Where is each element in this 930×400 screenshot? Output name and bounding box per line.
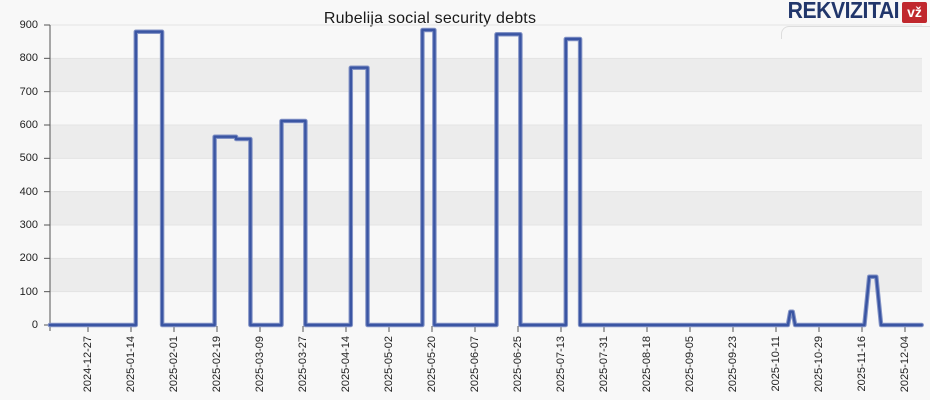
chart-title: Rubelija social security debts xyxy=(323,10,537,27)
plot-band xyxy=(50,125,922,159)
x-axis-label: 2025-07-31 xyxy=(598,336,610,393)
y-axis-label: 0 xyxy=(31,319,38,331)
y-axis-label: 200 xyxy=(19,252,38,265)
x-axis-label: 2025-06-07 xyxy=(469,336,481,393)
x-axis-label: 2025-04-14 xyxy=(340,336,352,393)
brand-logo[interactable]: REKVIZITAI vž xyxy=(778,0,927,24)
y-axis-label: 500 xyxy=(19,152,38,165)
x-axis-label: 2025-02-01 xyxy=(168,336,180,393)
x-axis-label: 2025-01-14 xyxy=(125,336,137,393)
plot-band xyxy=(50,191,922,225)
x-axis-label: 2025-07-13 xyxy=(555,336,567,393)
y-axis-label: 300 xyxy=(19,219,38,231)
panel-corner-divider xyxy=(781,26,930,39)
x-axis-label: 2025-06-25 xyxy=(512,336,524,393)
x-axis-label: 2025-10-29 xyxy=(813,336,825,393)
plot-band xyxy=(50,258,922,292)
y-axis-label: 400 xyxy=(19,185,38,198)
x-axis-label: 2025-09-23 xyxy=(727,336,739,393)
x-axis-label: 2025-08-18 xyxy=(641,336,653,393)
x-axis-label: 2025-03-09 xyxy=(254,336,266,393)
brand-logo-badge: vž xyxy=(902,1,927,23)
x-axis-label: 2025-05-20 xyxy=(426,336,438,393)
x-axis-label: 2025-12-04 xyxy=(899,336,911,393)
x-axis-label: 2025-05-02 xyxy=(383,336,395,393)
x-axis-label: 2025-10-11 xyxy=(770,336,782,392)
series-line xyxy=(48,28,923,327)
x-axis-label: 2025-11-16 xyxy=(856,336,868,392)
plot-band xyxy=(50,58,922,92)
y-axis-label: 700 xyxy=(19,85,38,98)
x-axis-label: 2025-03-27 xyxy=(297,336,309,393)
y-axis-label: 900 xyxy=(19,19,38,31)
y-axis-label: 600 xyxy=(19,119,38,131)
x-axis-label: 2025-02-19 xyxy=(211,336,223,393)
brand-logo-text: REKVIZITAI xyxy=(787,0,900,23)
y-axis-label: 100 xyxy=(19,285,38,298)
x-axis-label: 2024-12-27 xyxy=(82,336,94,393)
y-axis-label: 800 xyxy=(19,52,38,65)
x-axis-label: 2025-09-05 xyxy=(684,336,696,393)
